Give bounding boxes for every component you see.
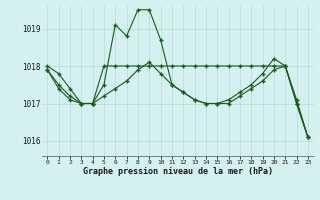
X-axis label: Graphe pression niveau de la mer (hPa): Graphe pression niveau de la mer (hPa) — [83, 167, 273, 176]
